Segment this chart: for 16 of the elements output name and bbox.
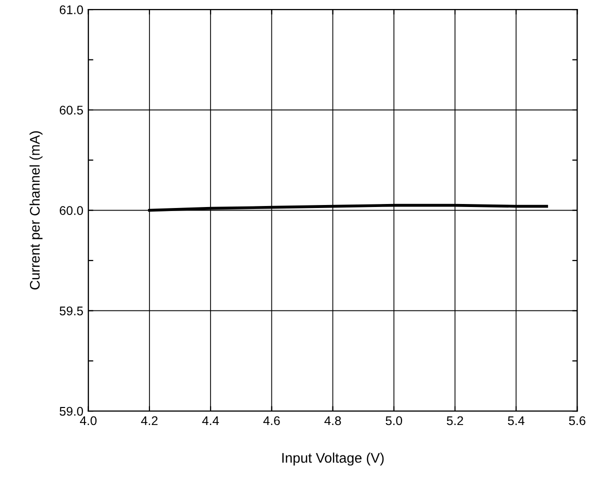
x-tick-label: 4.4	[202, 416, 219, 425]
y-tick-label: 59.5	[60, 306, 83, 316]
x-tick-label: 4.6	[263, 416, 280, 426]
x-tick-label: 5.4	[508, 416, 524, 426]
y-tick-label: 59.0	[60, 406, 83, 416]
x-tick-label: 5.6	[569, 416, 586, 426]
y-tick-label: 60.0	[60, 206, 83, 215]
x-tick-label: 5.0	[386, 416, 402, 426]
y-tick-label: 60.5	[60, 106, 83, 115]
x-axis-title: Input Voltage (V)	[282, 452, 384, 466]
y-tick-label: 61.0	[60, 5, 83, 14]
x-tick-label: 4.0	[80, 416, 97, 426]
y-axis-title: Current per Channel (mA)	[30, 131, 42, 290]
x-tick-label: 5.2	[446, 416, 464, 426]
x-tick-label: 4.2	[141, 416, 158, 425]
x-tick-label: 4.8	[324, 416, 341, 426]
